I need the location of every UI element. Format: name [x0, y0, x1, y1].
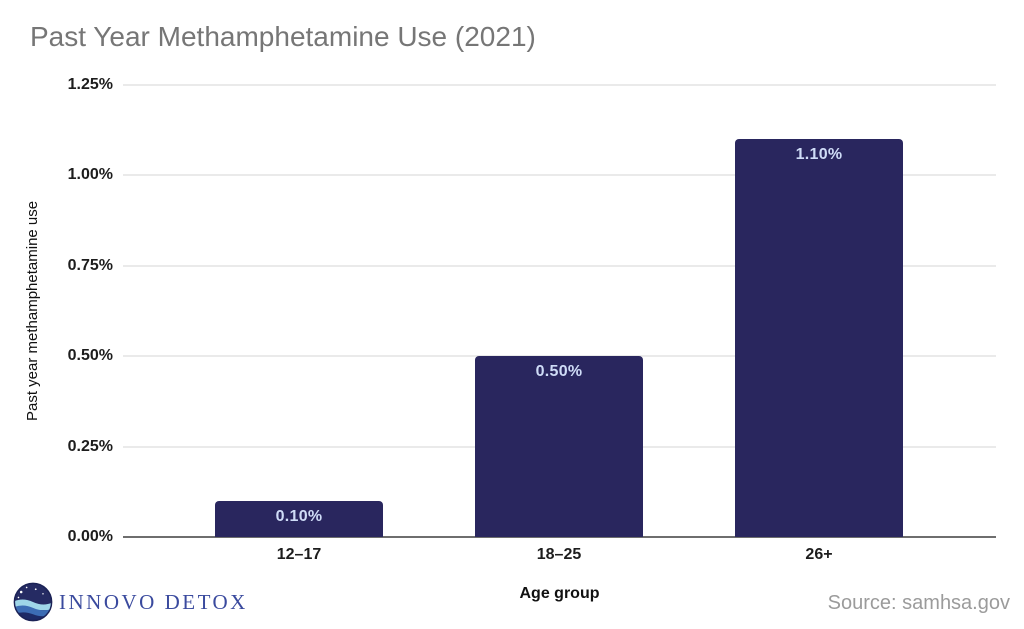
bar-slot-3: 1.10%	[689, 85, 949, 537]
x-axis-tick-labels: 12–17 18–25 26+	[169, 546, 949, 564]
bar-3: 1.10%	[735, 139, 903, 537]
x-tick-label: 26+	[805, 546, 833, 563]
y-tick-label: 0.75%	[67, 256, 113, 274]
x-tick-label: 12–17	[276, 546, 322, 563]
y-axis-title: Past year methamphetamine use	[24, 200, 41, 422]
x-axis-line	[123, 536, 996, 538]
bar-slot-1: 0.10%	[169, 85, 429, 537]
bars-layer: 0.10% 0.50% 1.10%	[169, 85, 949, 537]
chart-title: Past Year Methamphetamine Use (2021)	[30, 21, 536, 52]
gridline	[123, 264, 996, 267]
bar-value-label: 1.10%	[795, 146, 843, 164]
gridline	[123, 174, 996, 177]
bar-value-label: 0.10%	[275, 507, 323, 525]
bar-2: 0.50%	[475, 356, 643, 537]
y-tick-label: 0.00%	[67, 528, 113, 545]
y-tick-label: 1.00%	[67, 166, 113, 184]
innovo-detox-logo: INNOVO DETOX	[13, 581, 248, 623]
plot-area: 0.00% 0.25% 0.50% 0.75% 1.00% 1.25% 0.10% 0.50…	[68, 76, 996, 545]
bar-1: 0.10%	[215, 500, 383, 537]
y-tick-label: 0.50%	[67, 347, 113, 365]
y-tick-label: 1.25%	[67, 76, 113, 93]
x-tick-label: 18–25	[536, 546, 582, 563]
innovo-detox-logo-icon	[13, 582, 53, 622]
x-axis-title: Age group	[519, 585, 600, 602]
bar-value-label: 0.50%	[535, 363, 583, 381]
y-tick-label: 0.25%	[67, 437, 113, 455]
bar-slot-2: 0.50%	[429, 85, 689, 537]
gridline	[123, 84, 996, 86]
source-text: Source: samhsa.gov	[827, 592, 1010, 614]
logo-text: INNOVO DETOX	[59, 589, 248, 614]
